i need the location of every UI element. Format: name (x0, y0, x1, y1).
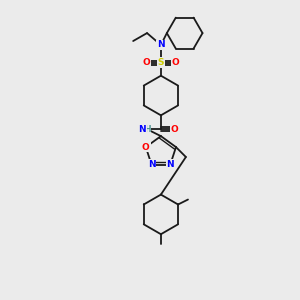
Text: N: N (167, 160, 174, 169)
Text: N: N (138, 125, 146, 134)
Text: O: O (142, 58, 150, 67)
Text: N: N (148, 160, 155, 169)
Text: N: N (157, 40, 165, 50)
Text: S: S (158, 58, 164, 67)
Text: O: O (142, 142, 150, 152)
Text: O: O (171, 125, 178, 134)
Text: H: H (144, 125, 150, 134)
Text: O: O (172, 58, 180, 67)
